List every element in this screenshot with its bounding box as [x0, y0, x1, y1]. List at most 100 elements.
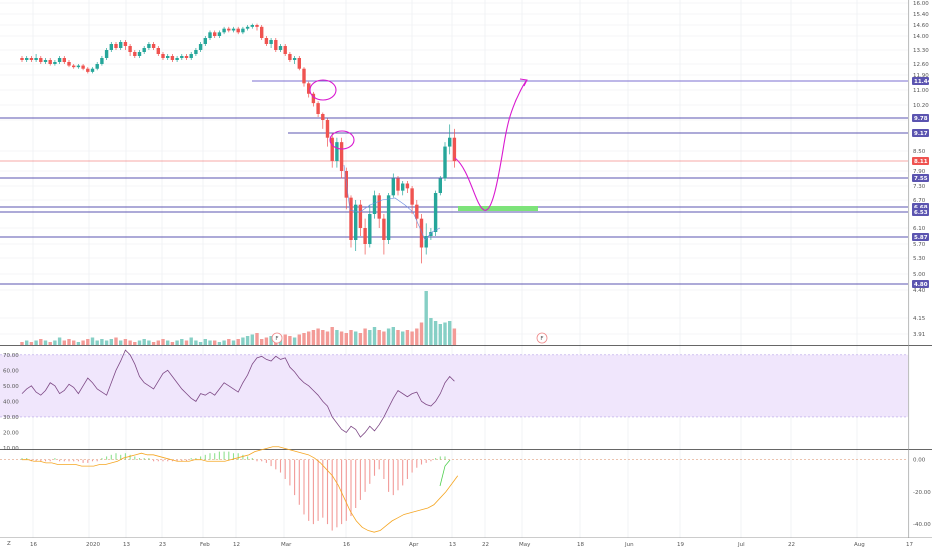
candle-body: [316, 103, 320, 114]
candle-body: [90, 68, 95, 72]
volume-bar: [48, 342, 52, 345]
rsi-line: [21, 349, 455, 438]
volume-bar: [109, 339, 113, 345]
candle-body: [175, 58, 179, 60]
target-zone: [458, 206, 538, 211]
volume-bar: [396, 330, 400, 345]
price-level-tag: 7.55: [914, 176, 928, 182]
price-tick-label: 11.90: [913, 73, 929, 79]
volume-bar: [433, 321, 438, 345]
price-tick-label: 5.00: [913, 272, 926, 278]
candle-body: [363, 228, 367, 244]
candle-body: [283, 46, 287, 54]
candle-body: [354, 204, 358, 240]
candle-body: [274, 40, 278, 50]
volume-bar: [189, 337, 193, 345]
price-tick-label: 7.90: [913, 169, 926, 175]
candle-body: [241, 28, 245, 33]
candle-body: [448, 137, 452, 147]
candle-body: [231, 28, 236, 31]
candle-body: [302, 68, 306, 84]
candle-body: [255, 25, 259, 27]
candle-body: [311, 93, 316, 104]
price-level-tag: 9.78: [914, 116, 928, 122]
rsi-scale-label: 70.00: [3, 353, 19, 359]
candle-body: [180, 56, 184, 58]
volume-bar: [57, 337, 62, 345]
candle-body: [104, 50, 109, 58]
price-level-tag: 11.44: [914, 79, 932, 85]
time-tick-label: 13: [449, 542, 456, 548]
timezone-marker[interactable]: Z: [7, 541, 11, 547]
time-tick-label: Aug: [854, 542, 865, 548]
projection-path: [454, 79, 528, 211]
volume-bar: [438, 324, 442, 345]
flag-marker-label: F: [540, 336, 543, 342]
candle-body: [29, 58, 34, 60]
price-level-tag: 5.87: [914, 235, 928, 241]
volume-bar: [67, 339, 71, 345]
time-tick-label: Apr: [409, 542, 419, 548]
rsi-scale-label: 50.00: [3, 384, 19, 390]
volume-bar: [137, 340, 142, 345]
volume-bar: [325, 331, 330, 345]
candle-body: [81, 65, 85, 69]
price-level-tag-bg: [912, 157, 929, 165]
candle-body: [217, 32, 222, 36]
candle-body: [151, 44, 156, 48]
price-tick-label: 4.15: [913, 316, 926, 322]
volume-bar: [81, 340, 85, 345]
flag-marker-left[interactable]: F: [271, 332, 283, 344]
price-tick-label: 5.30: [913, 256, 926, 262]
candle-body: [349, 197, 353, 240]
volume-bar: [114, 337, 118, 345]
volume-bars: [20, 291, 457, 345]
rsi-scale-label: 60.00: [3, 368, 19, 374]
candle-body: [288, 54, 292, 60]
volume-bar: [222, 340, 226, 345]
volume-bar: [283, 334, 287, 345]
volume-bar: [297, 334, 301, 345]
price-level-tag: 9.17: [914, 131, 928, 137]
price-tick-label: 14.60: [913, 23, 929, 29]
price-tick-label: 10.20: [913, 103, 929, 109]
volume-bar: [311, 330, 316, 345]
price-level-tag-bg: [912, 77, 929, 85]
macd-scale-label: -40.00: [913, 522, 931, 528]
volume-bar: [175, 340, 179, 345]
price-tick-label: 14.00: [913, 34, 929, 40]
volume-bar: [95, 340, 99, 345]
volume-bar: [321, 330, 325, 345]
volume-bar: [25, 340, 29, 345]
price-level-tag-bg: [912, 129, 929, 137]
macd-line: [22, 446, 459, 533]
macd-scale-label: 0.00: [913, 458, 926, 464]
candle-body: [72, 65, 76, 68]
volume-bar: [119, 340, 123, 345]
price-level-tag: 4.80: [914, 282, 928, 288]
volume-bar: [161, 339, 165, 345]
volume-bar: [43, 340, 48, 345]
time-tick-label: 12: [233, 542, 240, 548]
volume-bar: [72, 340, 76, 345]
flag-marker-right[interactable]: F: [536, 332, 548, 344]
volume-bar: [34, 340, 38, 345]
volume-bar: [194, 340, 198, 345]
price-tick-label: 13.30: [913, 48, 929, 54]
projection-arrowhead: [519, 78, 528, 87]
volume-bar: [452, 328, 457, 345]
candle-body: [443, 146, 447, 179]
volume-bar: [170, 342, 175, 345]
candle-body: [222, 28, 226, 33]
volume-bar: [377, 330, 381, 345]
candle-body: [161, 54, 165, 58]
candle-body: [184, 56, 189, 58]
candle-body: [208, 32, 212, 38]
time-tick-label: Feb: [200, 542, 210, 548]
candle-body: [401, 183, 405, 191]
volume-bar: [405, 330, 410, 345]
volume-bar: [39, 339, 43, 345]
candle-body: [429, 232, 433, 236]
volume-bar: [307, 331, 311, 345]
